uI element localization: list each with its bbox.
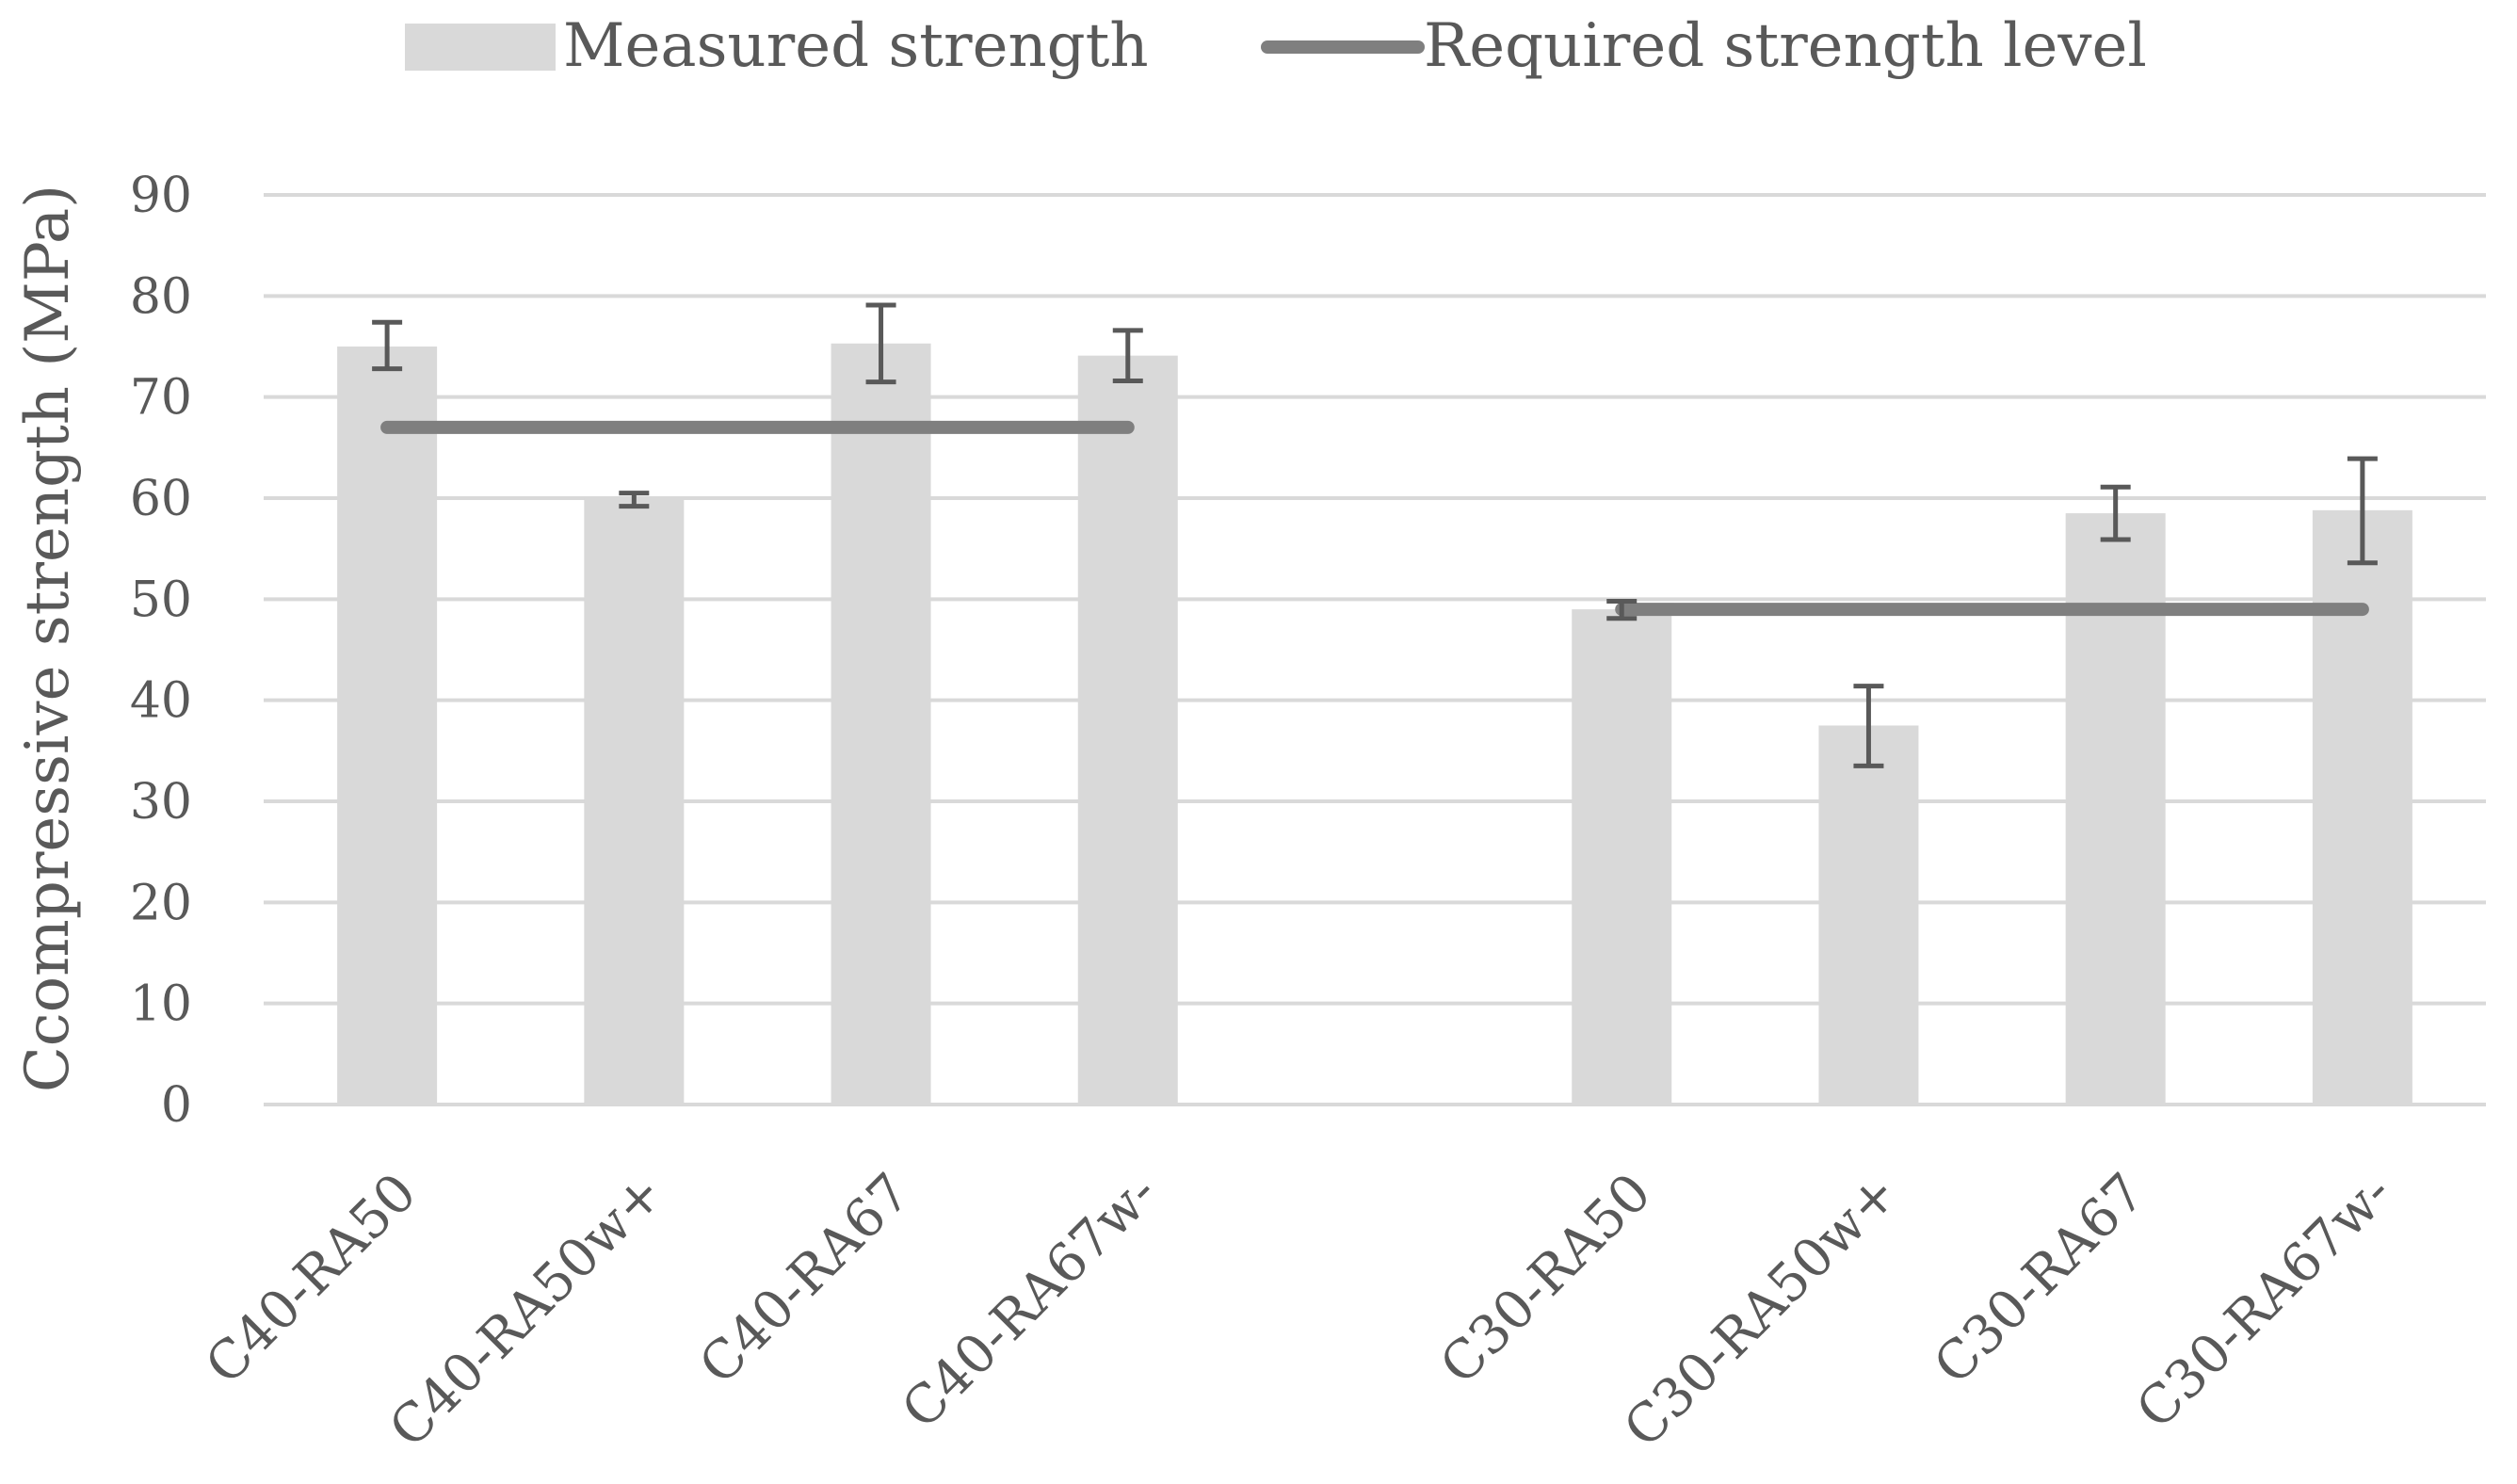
- legend-label-measured: Measured strength: [563, 11, 1149, 81]
- y-axis-ticks: 0 10 20 30 40 50 60 70 80 90: [130, 168, 192, 1134]
- y-tick-label-40: 40: [130, 673, 192, 730]
- x-tick-label-C30-RA67w-: C30-RA67w-: [2125, 1162, 2404, 1441]
- y-tick-label-0: 0: [161, 1077, 192, 1134]
- y-tick-label-90: 90: [130, 168, 192, 224]
- y-tick-label-70: 70: [130, 370, 192, 427]
- error-bars: [372, 302, 2378, 768]
- y-tick-label-20: 20: [130, 875, 192, 931]
- bar-C30-RA67: [2065, 513, 2166, 1105]
- required-level-series: [380, 420, 2369, 617]
- x-tick-label-C30-RA67: C30-RA67: [1923, 1162, 2157, 1396]
- bar-series: [337, 343, 2412, 1105]
- x-tick-label-C30-RA50: C30-RA50: [1428, 1162, 1663, 1396]
- legend-swatch-measured: [405, 24, 556, 71]
- y-tick-label-30: 30: [130, 774, 192, 831]
- y-tick-label-60: 60: [130, 471, 192, 527]
- y-axis-title: Ccompressive strength (MPa): [13, 185, 83, 1092]
- legend-label-required: Required strength level: [1424, 11, 2147, 81]
- bar-C30-RA50w+: [1818, 725, 1919, 1105]
- bar-C40-RA50: [337, 347, 438, 1105]
- bar-C40-RA67w-: [1077, 355, 1178, 1105]
- bar-C30-RA67w-: [2312, 509, 2412, 1105]
- bar-C40-RA67: [831, 343, 931, 1105]
- bar-C40-RA50w+: [584, 498, 685, 1105]
- legend: Measured strength Required strength leve…: [405, 11, 2147, 81]
- x-tick-label-C40-RA67: C40-RA67: [688, 1162, 923, 1396]
- y-tick-label-50: 50: [130, 572, 192, 628]
- x-tick-label-C40-RA67w-: C40-RA67w-: [891, 1162, 1170, 1441]
- x-tick-label-C40-RA50: C40-RA50: [194, 1162, 428, 1396]
- y-tick-label-80: 80: [130, 268, 192, 325]
- bar-C30-RA50: [1572, 609, 1672, 1105]
- y-tick-label-10: 10: [130, 976, 192, 1033]
